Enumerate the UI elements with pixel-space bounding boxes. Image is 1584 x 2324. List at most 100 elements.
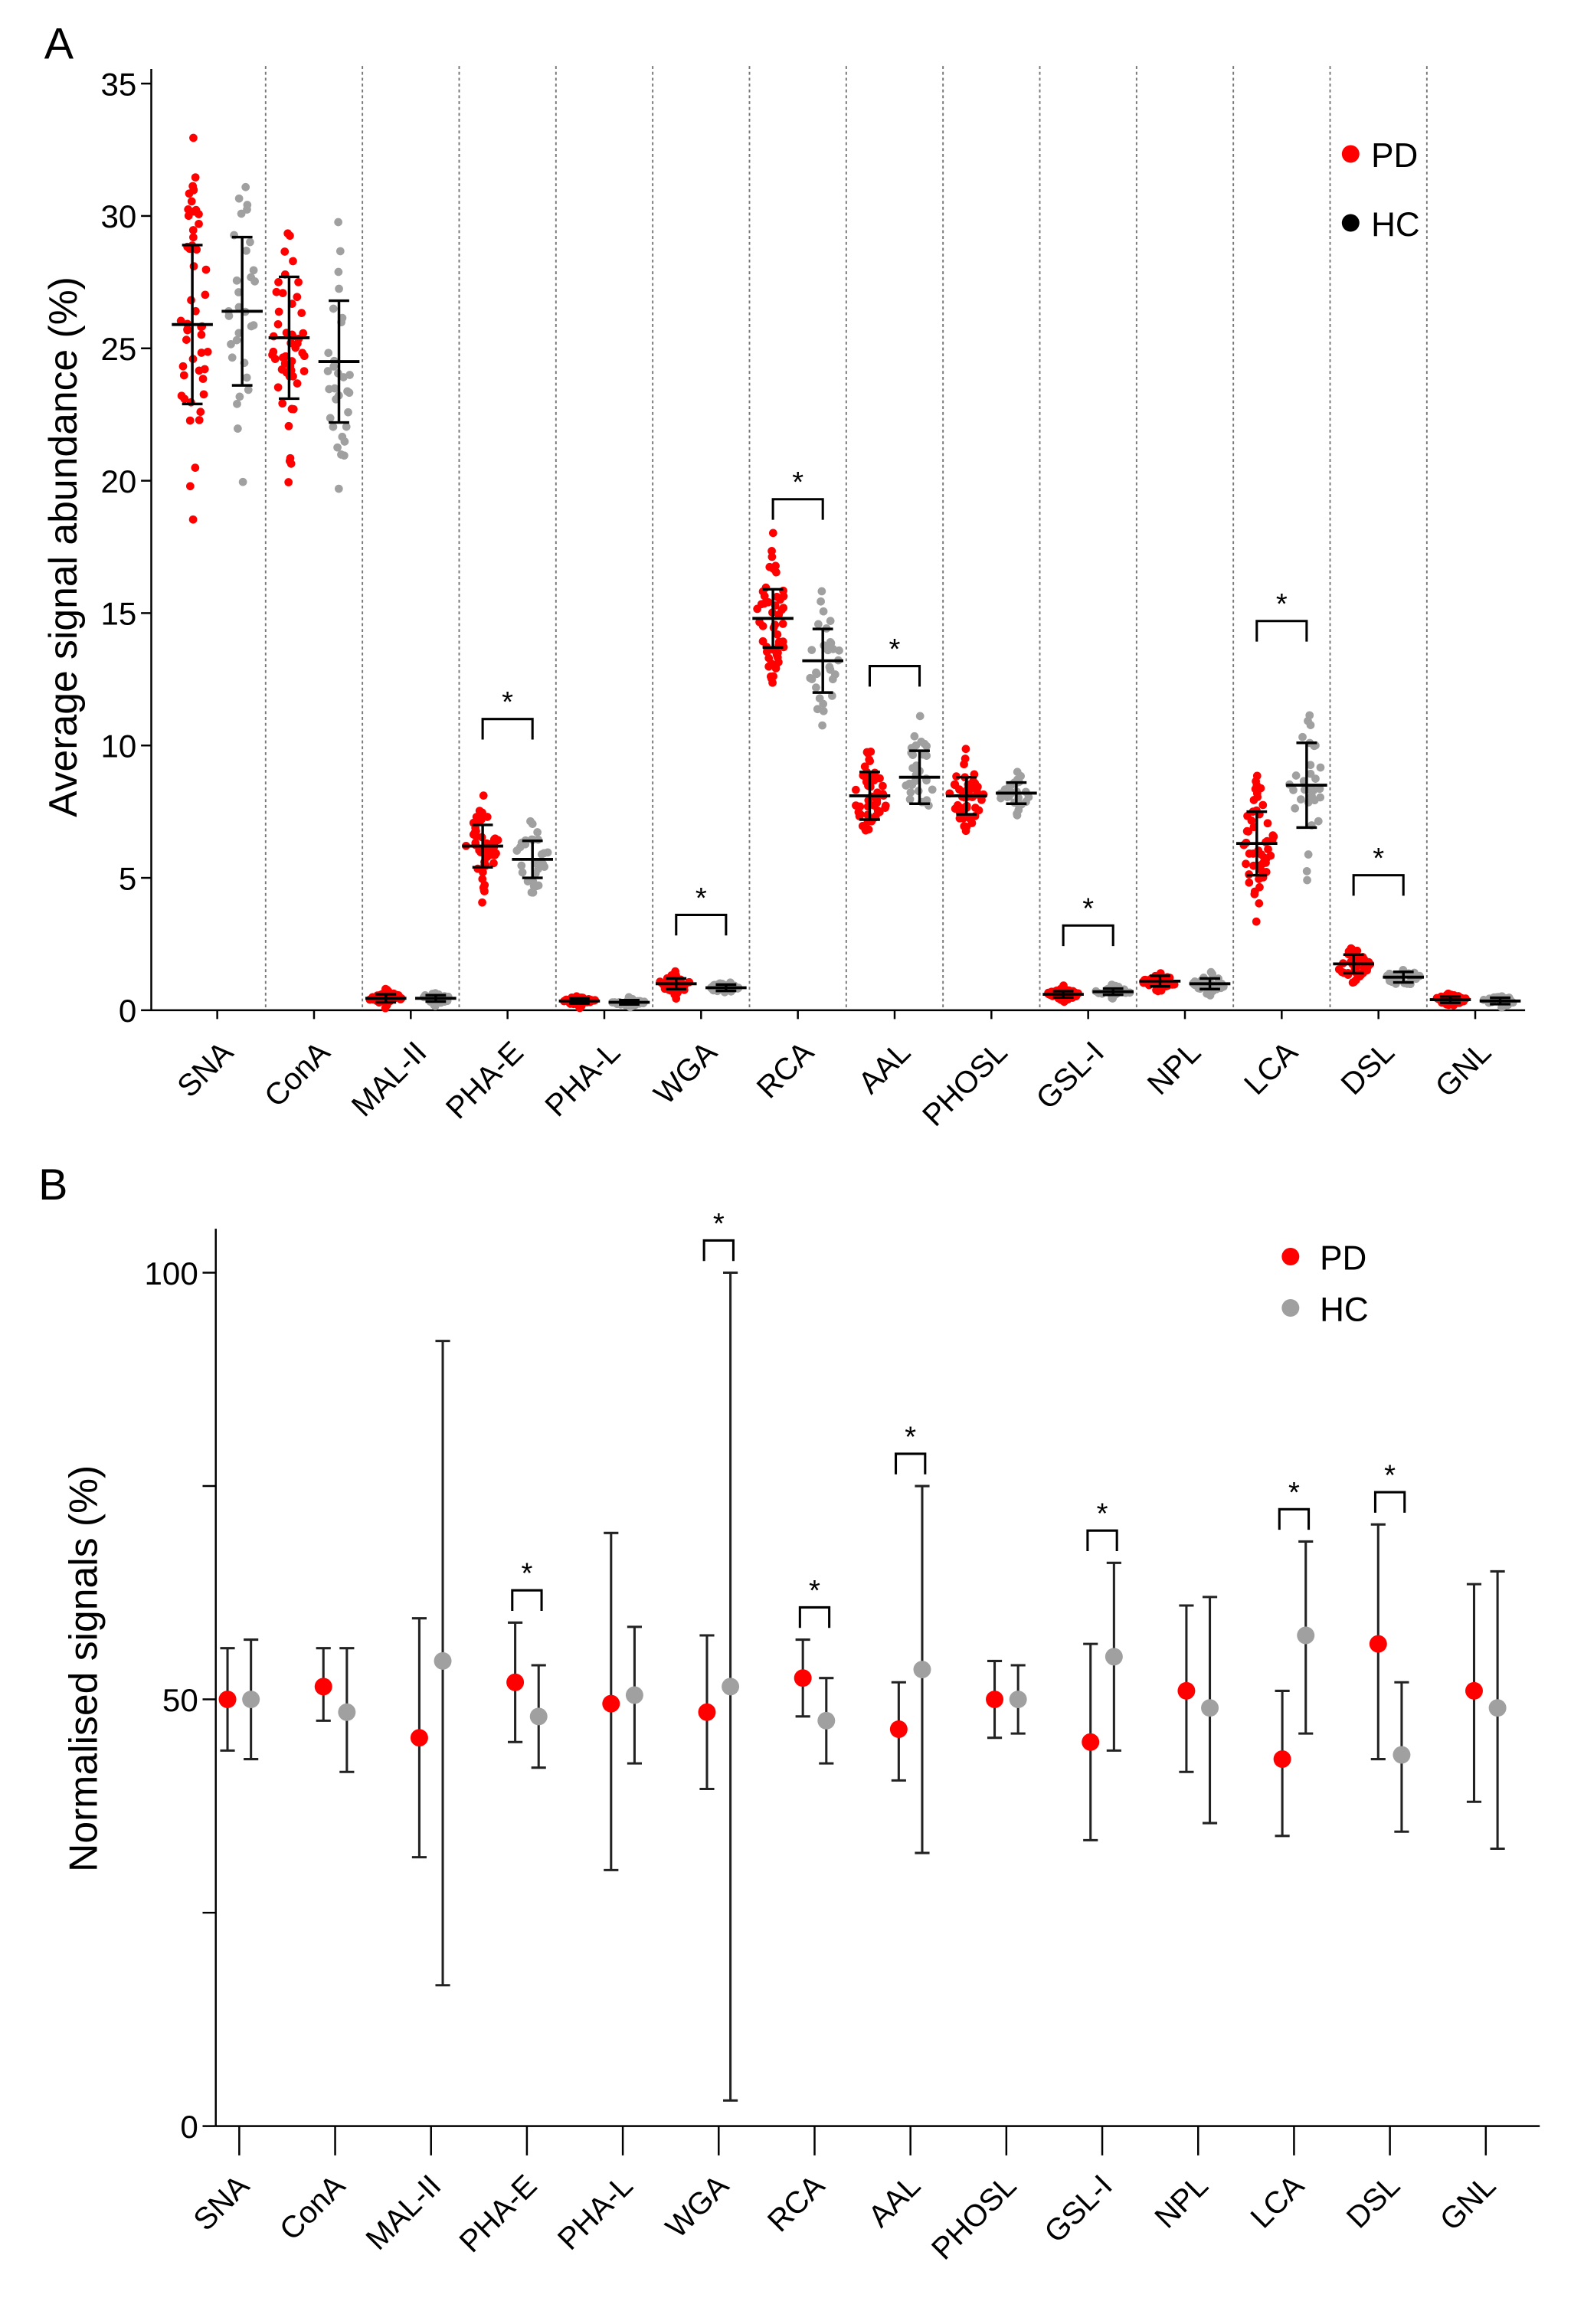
data-point-pd <box>272 287 281 296</box>
y-axis-label-a: Average signal abundance (%) <box>41 277 85 817</box>
significance-bracket <box>1373 1491 1406 1513</box>
significance-star: * <box>889 633 901 666</box>
data-point-hc <box>625 1686 643 1704</box>
data-point-hc <box>345 388 354 398</box>
significance-star: * <box>1288 1476 1300 1509</box>
data-point-pd <box>1465 1681 1483 1700</box>
data-point-hc <box>828 675 837 684</box>
data-point-pd <box>280 247 290 256</box>
data-point-hc <box>1297 795 1305 804</box>
x-tick-label-b: PHOSL <box>925 2169 1023 2267</box>
significance-star: * <box>521 1557 532 1590</box>
data-point-hc <box>334 267 343 277</box>
data-point-pd <box>293 293 302 302</box>
data-point-hc <box>242 1691 260 1709</box>
data-point-hc <box>235 392 244 401</box>
data-point-pd <box>1177 1681 1196 1700</box>
x-tick-label-b: NPL <box>1148 2169 1215 2235</box>
data-point-pd <box>1263 819 1272 828</box>
significance-bracket <box>1255 620 1308 642</box>
data-point-pd <box>970 781 980 790</box>
data-point-pd <box>767 546 776 555</box>
significance-bracket <box>702 1239 735 1262</box>
data-point-hc <box>224 312 234 320</box>
data-point-pd <box>472 832 481 841</box>
y-tick-label-b: 100 <box>144 1255 198 1291</box>
data-point-pd <box>195 210 203 218</box>
data-point-hc <box>1306 721 1315 730</box>
data-point-hc <box>340 437 349 446</box>
data-point-pd <box>879 781 887 790</box>
data-point-hc <box>826 617 835 626</box>
data-point-hc <box>902 781 911 790</box>
panel-label-a: A <box>44 20 74 69</box>
data-point-hc <box>323 367 332 375</box>
data-point-hc <box>1105 1648 1123 1666</box>
data-point-hc <box>335 247 345 256</box>
data-point-hc <box>326 414 335 423</box>
data-point-hc <box>533 828 542 836</box>
data-point-hc <box>434 1651 452 1670</box>
data-point-hc <box>1201 1699 1219 1717</box>
legend-marker <box>1341 214 1360 232</box>
data-point-pd <box>1258 800 1268 810</box>
data-point-hc <box>1388 977 1396 987</box>
significance-star: * <box>1097 1498 1108 1530</box>
data-point-hc <box>911 777 920 786</box>
data-point-pd <box>1266 851 1275 860</box>
data-point-pd <box>297 309 306 318</box>
data-point-hc <box>243 205 251 214</box>
panel-label-b: B <box>38 1160 67 1209</box>
data-point-pd <box>274 307 283 316</box>
legend-marker <box>1281 1298 1300 1317</box>
data-point-hc <box>1310 796 1319 805</box>
data-point-pd <box>273 319 283 329</box>
data-point-pd <box>773 630 782 639</box>
data-point-pd <box>951 780 960 789</box>
data-point-hc <box>813 620 823 629</box>
data-point-hc <box>242 373 251 382</box>
data-point-pd <box>299 329 308 338</box>
significance-bracket <box>1086 1529 1118 1551</box>
data-point-hc <box>234 288 243 296</box>
data-point-pd <box>473 864 483 873</box>
data-point-hc <box>241 182 250 191</box>
data-point-pd <box>196 408 205 417</box>
data-point-pd <box>875 774 884 783</box>
data-point-pd <box>185 482 195 491</box>
data-point-hc <box>233 399 241 408</box>
data-point-pd <box>959 814 967 823</box>
data-point-hc <box>905 795 915 804</box>
data-point-hc <box>329 304 338 313</box>
data-point-pd <box>188 226 198 234</box>
data-point-pd <box>889 1720 908 1739</box>
data-point-hc <box>345 371 354 379</box>
data-point-hc <box>1297 1626 1315 1645</box>
data-point-hc <box>1306 769 1315 778</box>
data-point-pd <box>779 586 787 595</box>
panel-a: A Average signal abundance (%) 0 5 10 15 20 2… <box>41 20 1526 1133</box>
data-point-pd <box>1247 817 1256 825</box>
data-point-pd <box>478 875 487 883</box>
data-point-pd <box>185 189 194 198</box>
data-point-pd <box>1255 875 1263 883</box>
data-point-hc <box>1000 785 1010 794</box>
x-tick-label-a: GNL <box>1429 1035 1497 1104</box>
data-point-pd <box>479 791 488 800</box>
data-point-hc <box>1291 771 1301 780</box>
y-tick-label-a: 25 <box>101 331 137 367</box>
data-point-pd <box>475 846 484 855</box>
data-point-hc <box>232 336 241 345</box>
data-point-hc <box>1298 732 1307 741</box>
significance-star: * <box>695 882 707 915</box>
data-point-hc <box>528 820 537 828</box>
data-point-hc <box>1009 1691 1027 1709</box>
data-point-hc <box>997 794 1005 803</box>
x-tick-label-a: PHA-E <box>439 1035 530 1126</box>
data-point-hc <box>928 785 937 794</box>
data-point-pd <box>187 197 196 206</box>
data-point-pd <box>1250 887 1259 896</box>
data-point-pd <box>284 421 293 430</box>
data-point-hc <box>1203 989 1211 998</box>
